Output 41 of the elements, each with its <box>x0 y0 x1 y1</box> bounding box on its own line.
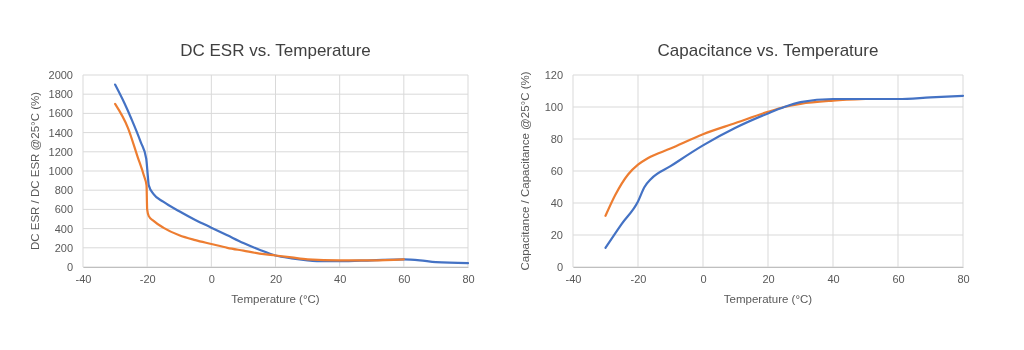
line-series <box>113 83 470 265</box>
x-tick-label: 60 <box>892 272 905 285</box>
chart-title: Capacitance vs. Temperature <box>657 41 879 60</box>
x-tick-label: 20 <box>269 272 283 285</box>
line-series <box>604 94 965 249</box>
y-tick-label: 120 <box>544 69 563 82</box>
y-tick-label: 400 <box>54 222 73 235</box>
y-axis-title: Capacitance / Capacitance @25°C (%) <box>519 71 531 271</box>
y-tick-label: 80 <box>550 133 563 146</box>
y-tick-label: 1000 <box>48 165 73 178</box>
x-tick-label: 40 <box>334 272 347 285</box>
y-tick-label: 1200 <box>48 145 73 158</box>
y-tick-label: 1600 <box>48 107 73 120</box>
y-tick-label: 60 <box>550 165 563 178</box>
chart-title: DC ESR vs. Temperature <box>180 41 371 60</box>
x-tick-label: -40 <box>565 272 582 285</box>
x-tick-label: 60 <box>398 272 411 285</box>
y-tick-label: 1400 <box>48 126 73 139</box>
x-axis-title: Temperature (°C) <box>723 293 813 305</box>
y-tick-label: 200 <box>54 241 73 254</box>
x-tick-label: 0 <box>700 272 707 285</box>
y-tick-label: 40 <box>550 197 563 210</box>
x-tick-label: 80 <box>462 272 475 285</box>
y-tick-label: 20 <box>550 229 563 242</box>
x-tick-label: -40 <box>75 272 92 285</box>
x-tick-label: -20 <box>139 272 156 285</box>
x-tick-label: -20 <box>630 272 647 285</box>
y-tick-label: 0 <box>556 261 563 274</box>
x-tick-label: 20 <box>762 272 775 285</box>
line-series <box>113 102 405 262</box>
x-axis-title: Temperature (°C) <box>231 293 320 305</box>
y-tick-label: 1800 <box>48 88 73 101</box>
y-tick-label: 100 <box>544 101 563 114</box>
y-tick-label: 600 <box>54 203 73 216</box>
y-tick-label: 2000 <box>48 69 73 82</box>
y-tick-label: 0 <box>66 261 73 274</box>
y-tick-label: 800 <box>54 184 73 197</box>
x-tick-label: 80 <box>957 272 970 285</box>
y-axis-title: DC ESR / DC ESR @25°C (%) <box>29 91 41 251</box>
x-tick-label: 0 <box>208 272 215 285</box>
x-tick-label: 40 <box>827 272 840 285</box>
